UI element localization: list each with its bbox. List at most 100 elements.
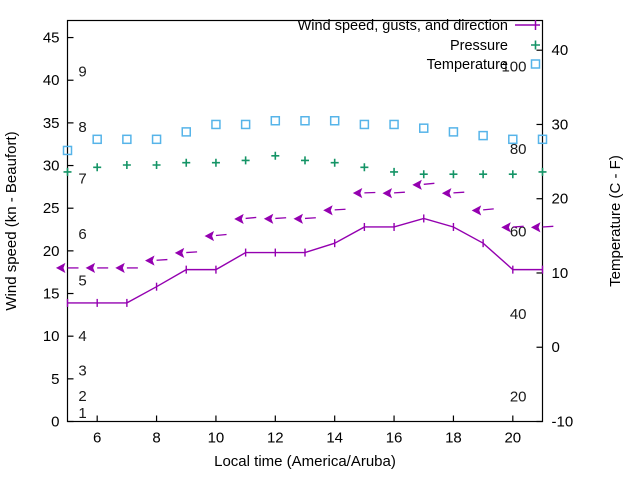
beaufort-label-2: 2 bbox=[78, 388, 86, 405]
series-pressure bbox=[63, 151, 547, 179]
gust-direction-arrow bbox=[55, 262, 79, 273]
x-axis-title: Local time (America/Aruba) bbox=[214, 453, 396, 470]
y-tick-label-20: 20 bbox=[43, 243, 60, 260]
x-tick-label-6: 6 bbox=[93, 430, 101, 447]
temperature-marker bbox=[537, 134, 548, 145]
temperature-marker bbox=[300, 116, 310, 126]
beaufort-label-5: 5 bbox=[78, 273, 86, 290]
gust-direction-arrow bbox=[145, 255, 168, 266]
fahrenheit-label-40: 40 bbox=[510, 306, 527, 323]
y2-axis-title: Temperature (C - F) bbox=[607, 155, 624, 287]
gust-direction-arrow bbox=[412, 179, 435, 190]
legend-label-2: Temperature bbox=[427, 57, 508, 73]
wind-speed-line bbox=[67, 217, 543, 304]
legend-swatch-pressure bbox=[531, 40, 540, 50]
gust-direction-arrow bbox=[501, 222, 524, 233]
gust-direction-arrow bbox=[382, 188, 405, 199]
series-temperature bbox=[62, 116, 548, 156]
x-tick-label-10: 10 bbox=[208, 430, 225, 447]
temperature-marker bbox=[92, 134, 102, 145]
x-tick-label-16: 16 bbox=[386, 430, 403, 447]
pressure-marker bbox=[330, 158, 339, 167]
gust-direction-arrow bbox=[293, 213, 316, 224]
gust-direction-arrow bbox=[441, 188, 465, 199]
gust-direction-arrow bbox=[234, 213, 257, 225]
temperature-marker bbox=[508, 134, 518, 145]
y2-tick-label-0: 0 bbox=[552, 339, 560, 356]
y2-tick-label-10: 10 bbox=[552, 265, 569, 282]
y-tick-label-15: 15 bbox=[43, 286, 60, 303]
temperature-marker bbox=[419, 123, 429, 133]
legend-label-0: Wind speed, gusts, and direction bbox=[298, 18, 508, 34]
fahrenheit-label-60: 60 bbox=[510, 224, 527, 241]
legend-swatch-temperature bbox=[530, 59, 541, 69]
pressure-marker bbox=[449, 170, 458, 179]
y2-tick-label--10: -10 bbox=[552, 414, 574, 431]
x-tick-label-14: 14 bbox=[326, 430, 343, 447]
y2-tick-label-40: 40 bbox=[552, 42, 569, 59]
temperature-marker bbox=[211, 119, 221, 130]
temperature-marker bbox=[329, 116, 340, 126]
y2-tick-label-30: 30 bbox=[552, 116, 569, 133]
y-axis-title: Wind speed (kn - Beaufort) bbox=[3, 131, 20, 310]
y2-tick-label-20: 20 bbox=[552, 191, 569, 208]
series-wind-speed bbox=[66, 214, 544, 307]
pressure-marker bbox=[390, 167, 399, 176]
y-tick-label-45: 45 bbox=[43, 30, 60, 47]
beaufort-label-8: 8 bbox=[78, 119, 86, 136]
pressure-marker bbox=[63, 167, 72, 176]
pressure-marker bbox=[479, 170, 488, 179]
beaufort-label-4: 4 bbox=[78, 328, 86, 345]
fahrenheit-label-80: 80 bbox=[510, 141, 527, 158]
pressure-marker bbox=[152, 161, 161, 169]
x-tick-label-12: 12 bbox=[267, 430, 284, 447]
temperature-marker bbox=[389, 119, 399, 130]
y-tick-label-10: 10 bbox=[43, 328, 60, 345]
pressure-marker bbox=[211, 158, 220, 167]
pressure-marker bbox=[508, 170, 517, 179]
pressure-marker bbox=[241, 156, 250, 165]
y-tick-label-30: 30 bbox=[43, 158, 60, 175]
beaufort-label-1: 1 bbox=[78, 405, 86, 422]
pressure-marker bbox=[271, 151, 280, 160]
gust-direction-arrow bbox=[263, 213, 287, 224]
pressure-marker bbox=[301, 156, 309, 165]
fahrenheit-label-20: 20 bbox=[510, 389, 527, 406]
x-tick-label-18: 18 bbox=[445, 430, 462, 447]
x-tick-label-20: 20 bbox=[504, 430, 521, 447]
legend-label-1: Pressure bbox=[450, 38, 508, 54]
beaufort-label-9: 9 bbox=[78, 64, 86, 81]
gust-direction-arrow bbox=[471, 205, 494, 216]
plot-frame bbox=[66, 19, 544, 423]
temperature-marker bbox=[478, 130, 488, 141]
x-tick-label-8: 8 bbox=[152, 430, 160, 447]
beaufort-label-7: 7 bbox=[78, 170, 86, 187]
temperature-marker bbox=[240, 119, 251, 130]
pressure-marker bbox=[538, 167, 547, 176]
gust-direction-arrow bbox=[174, 247, 198, 259]
gust-direction-arrow bbox=[323, 205, 346, 216]
beaufort-label-6: 6 bbox=[78, 226, 86, 243]
y-tick-label-5: 5 bbox=[51, 371, 59, 388]
temperature-marker bbox=[448, 127, 459, 137]
temperature-marker bbox=[62, 145, 73, 156]
pressure-marker bbox=[182, 158, 191, 167]
temperature-marker bbox=[359, 119, 370, 130]
pressure-marker bbox=[122, 161, 131, 169]
y-tick-label-35: 35 bbox=[43, 115, 60, 132]
pressure-marker bbox=[360, 163, 369, 172]
y-tick-label-25: 25 bbox=[43, 200, 60, 217]
series-gusts-direction bbox=[55, 179, 554, 273]
temperature-marker bbox=[181, 127, 191, 137]
gust-direction-arrow bbox=[530, 222, 554, 233]
gust-direction-arrow bbox=[352, 187, 376, 199]
gust-direction-arrow bbox=[115, 262, 138, 273]
pressure-marker bbox=[419, 170, 428, 179]
temperature-marker bbox=[270, 116, 281, 126]
fahrenheit-label-100: 100 bbox=[501, 59, 526, 76]
beaufort-label-3: 3 bbox=[78, 362, 86, 379]
y-tick-label-0: 0 bbox=[51, 414, 59, 431]
gust-direction-arrow bbox=[85, 262, 109, 273]
